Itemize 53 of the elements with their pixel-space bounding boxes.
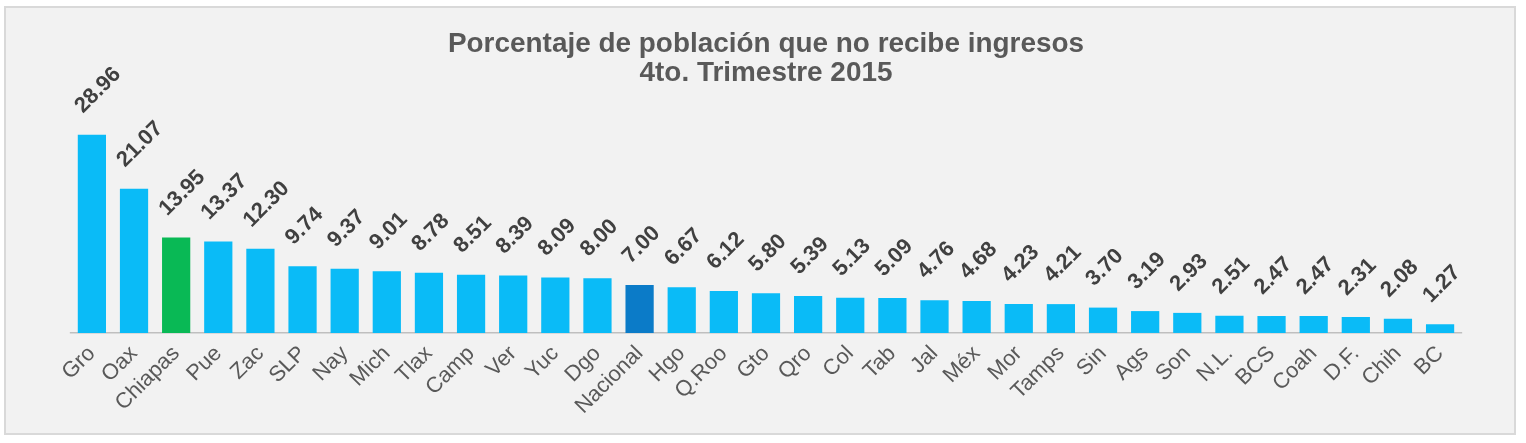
bar xyxy=(1131,311,1160,333)
data-label: 6.12 xyxy=(700,226,749,274)
data-label: 8.51 xyxy=(447,209,496,258)
bar xyxy=(1173,312,1202,333)
bar xyxy=(330,268,359,333)
bar xyxy=(794,296,823,333)
data-label: 2.51 xyxy=(1206,250,1255,299)
bar xyxy=(1257,316,1286,333)
bar xyxy=(1299,316,1328,333)
bar xyxy=(962,300,991,333)
bar xyxy=(878,298,907,333)
bar xyxy=(709,291,738,333)
x-tick-label: D.F. xyxy=(1318,340,1364,386)
data-label: 2.31 xyxy=(1332,252,1381,300)
bar xyxy=(541,277,570,333)
x-tick-label: Yuc xyxy=(519,340,564,384)
data-label: 3.19 xyxy=(1121,246,1170,294)
x-tick-label: BC xyxy=(1408,340,1448,380)
bar xyxy=(1046,304,1076,333)
data-label: 9.01 xyxy=(363,206,412,254)
x-tick-label: Ver xyxy=(480,340,522,382)
bar xyxy=(414,272,444,333)
bar xyxy=(1004,303,1033,333)
bar xyxy=(920,300,949,333)
bar xyxy=(1383,318,1413,333)
data-label: 7.00 xyxy=(616,220,665,268)
bar xyxy=(1088,307,1118,333)
x-tick-label: Gro xyxy=(56,340,100,384)
x-tick-label: Pue xyxy=(180,340,227,386)
bar xyxy=(751,293,781,333)
bar xyxy=(77,134,107,333)
x-tick-label: Col xyxy=(817,340,859,382)
bar xyxy=(288,266,317,333)
bar xyxy=(204,241,233,333)
bar xyxy=(456,274,486,333)
bar xyxy=(162,237,191,333)
bar xyxy=(625,285,654,333)
bar xyxy=(836,297,865,333)
x-tick-label: Qro xyxy=(772,340,816,384)
chart-title: Porcentaje de población que no recibe ingresos xyxy=(447,27,1085,58)
x-tick-label: Gto xyxy=(731,340,774,383)
bar xyxy=(499,275,528,333)
x-tick-label: Sin xyxy=(1070,340,1111,381)
data-label: 8.09 xyxy=(532,212,581,261)
bar xyxy=(119,188,149,333)
bar xyxy=(1215,315,1244,333)
bar xyxy=(667,287,696,333)
bar xyxy=(1425,324,1455,333)
bar xyxy=(583,278,612,333)
bar xyxy=(1341,317,1370,333)
x-tick-label: Tab xyxy=(857,340,901,383)
bar xyxy=(372,271,401,333)
bar xyxy=(246,248,275,333)
